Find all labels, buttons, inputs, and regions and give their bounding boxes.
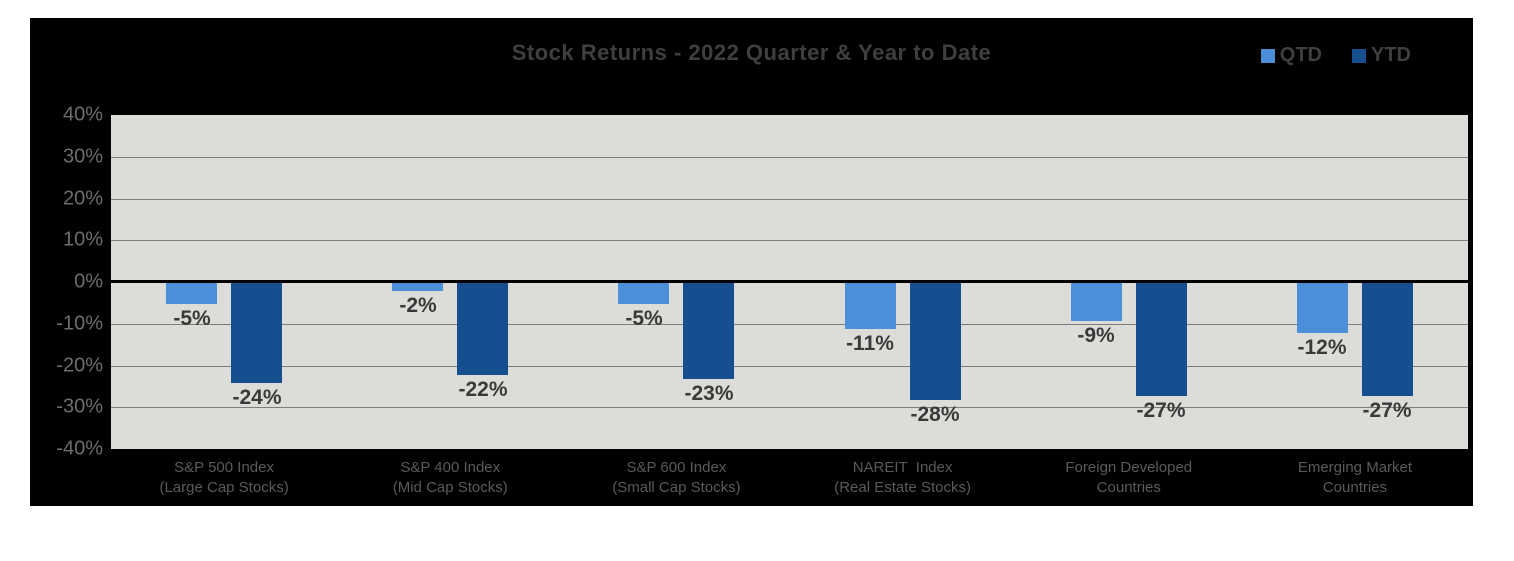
bar-value-label: -2% bbox=[399, 294, 437, 317]
category-line2: (Mid Cap Stocks) bbox=[392, 479, 508, 496]
plot-area: -5% -24% -2% -22% -5% -23% -11% -28% -9% -27% -12%… bbox=[111, 115, 1468, 449]
bar-qtd-0 bbox=[166, 283, 217, 304]
y-axis-tick-label: -40% bbox=[56, 437, 103, 460]
category-line1: NAREIT Index bbox=[852, 459, 953, 476]
x-axis-category-label: S&P 500 Index (Large Cap Stocks) bbox=[111, 458, 337, 498]
bar-ytd-5 bbox=[1362, 283, 1413, 396]
category-line1: S&P 600 Index bbox=[626, 459, 727, 476]
bar-value-label: -28% bbox=[910, 403, 960, 426]
gridline bbox=[111, 407, 1468, 408]
bar-value-label: -27% bbox=[1136, 399, 1186, 422]
bar-value-label: -5% bbox=[173, 307, 211, 330]
category-line2: Countries bbox=[1322, 479, 1388, 496]
chart-title: Stock Returns - 2022 Quarter & Year to D… bbox=[511, 40, 992, 65]
y-axis-tick-label: -10% bbox=[56, 312, 103, 335]
category-line2: (Real Estate Stocks) bbox=[834, 479, 971, 496]
bar-qtd-4 bbox=[1071, 283, 1122, 321]
legend-item-qtd: QTD bbox=[1260, 44, 1322, 67]
bar-qtd-3 bbox=[845, 283, 896, 329]
bar-value-label: -11% bbox=[846, 332, 894, 355]
bar-value-label: -12% bbox=[1297, 336, 1347, 359]
legend-label-ytd: YTD bbox=[1371, 44, 1411, 66]
x-axis-category-label: NAREIT Index (Real Estate Stocks) bbox=[790, 458, 1016, 498]
zero-axis-line bbox=[111, 280, 1468, 283]
bar-qtd-2 bbox=[618, 283, 669, 304]
x-axis-category-label: Foreign Developed Countries bbox=[1016, 458, 1242, 498]
x-axis-category-label: Emerging Market Countries bbox=[1242, 458, 1468, 498]
x-axis: S&P 500 Index (Large Cap Stocks) S&P 400 I… bbox=[111, 458, 1468, 498]
x-axis-category-label: S&P 400 Index (Mid Cap Stocks) bbox=[337, 458, 563, 498]
ytd-swatch-icon bbox=[1352, 48, 1366, 63]
category-line2: Countries bbox=[1096, 479, 1161, 496]
category-line1: Foreign Developed bbox=[1065, 459, 1193, 476]
legend-item-ytd: YTD bbox=[1352, 44, 1411, 67]
bar-value-label: -24% bbox=[232, 386, 282, 409]
gridline bbox=[111, 240, 1468, 241]
category-line2: (Large Cap Stocks) bbox=[159, 479, 289, 496]
bar-qtd-1 bbox=[392, 283, 443, 291]
y-axis-tick-label: 30% bbox=[62, 145, 103, 168]
gridline bbox=[111, 324, 1468, 325]
category-line1: S&P 500 Index bbox=[174, 459, 274, 476]
bar-value-label: -22% bbox=[458, 378, 508, 401]
y-axis-tick-label: 40% bbox=[62, 103, 103, 126]
y-axis-tick-label: 20% bbox=[62, 187, 103, 210]
chart-frame: Stock Returns - 2022 Quarter & Year to D… bbox=[30, 18, 1473, 506]
bar-ytd-0 bbox=[231, 283, 282, 383]
bar-value-label: -5% bbox=[625, 307, 663, 330]
gridline bbox=[111, 366, 1468, 367]
category-line2: (Small Cap Stocks) bbox=[612, 479, 741, 496]
y-axis: 40% 30% 20% 10% 0% -10% -20% -30% -40% bbox=[30, 104, 103, 460]
bar-value-label: -27% bbox=[1362, 399, 1412, 422]
gridline bbox=[111, 157, 1468, 158]
y-axis-tick-label: 0% bbox=[74, 270, 103, 293]
category-line1: Emerging Market bbox=[1297, 459, 1413, 476]
bar-ytd-2 bbox=[683, 283, 734, 379]
legend: QTD YTD bbox=[1260, 44, 1411, 67]
bar-ytd-1 bbox=[457, 283, 508, 375]
gridline bbox=[111, 199, 1468, 200]
bar-qtd-5 bbox=[1297, 283, 1348, 333]
bar-value-label: -23% bbox=[684, 382, 734, 405]
bar-ytd-4 bbox=[1136, 283, 1187, 396]
category-line1: S&P 400 Index bbox=[400, 459, 501, 476]
qtd-swatch-icon bbox=[1260, 48, 1275, 63]
x-axis-category-label: S&P 600 Index (Small Cap Stocks) bbox=[563, 458, 789, 498]
bar-value-label: -9% bbox=[1077, 324, 1115, 347]
y-axis-tick-label: -30% bbox=[56, 395, 103, 418]
legend-label-qtd: QTD bbox=[1279, 44, 1322, 66]
bar-ytd-3 bbox=[910, 283, 961, 400]
y-axis-tick-label: 10% bbox=[62, 228, 103, 251]
y-axis-tick-label: -20% bbox=[56, 354, 103, 377]
